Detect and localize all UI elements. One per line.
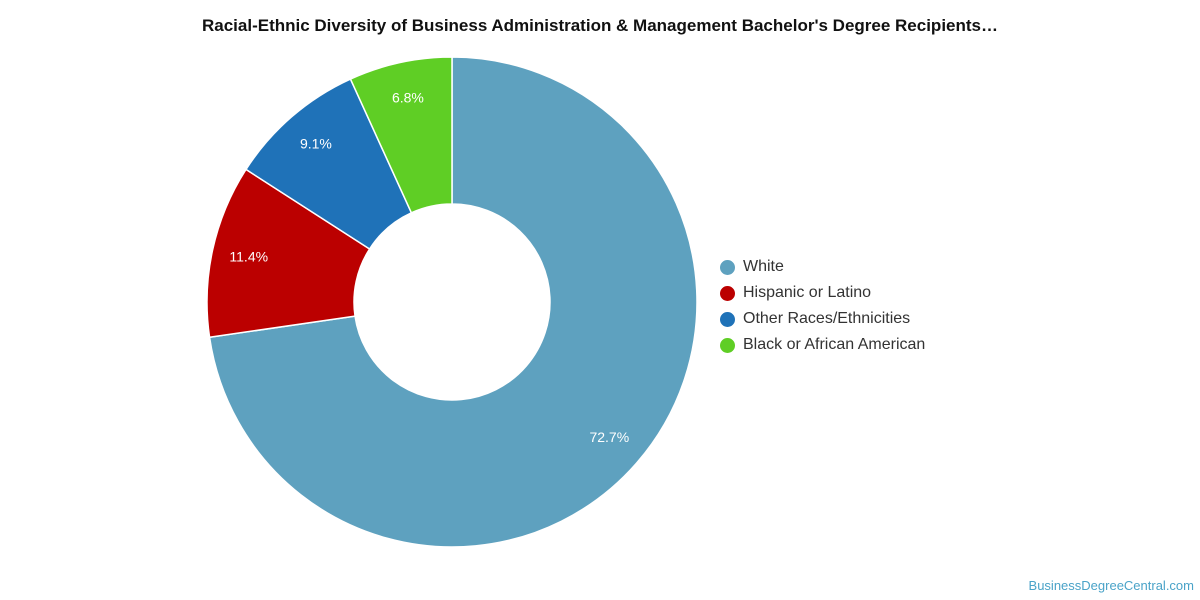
slice-hispanic-or-latino[interactable] [206,168,371,339]
slice-white[interactable] [208,56,698,548]
legend: White Hispanic or Latino Other Races/Eth… [720,254,925,358]
data-label-black-or-african-american: 6.8% [392,89,424,105]
legend-label-white: White [743,258,784,275]
legend-label-other-races: Other Races/Ethnicities [743,310,911,327]
data-label-white: 72.7% [589,429,629,445]
legend-item-white[interactable]: White [720,254,925,280]
legend-swatch-hispanic-or-latino [720,285,735,301]
legend-item-hispanic-or-latino[interactable]: Hispanic or Latino [720,280,925,306]
legend-item-black-or-african-american[interactable]: Black or African American [720,332,925,358]
source-credit-link[interactable]: BusinessDegreeCentral.com [1028,578,1194,593]
legend-label-black-or-african-american: Black or African American [743,336,926,353]
legend-swatch-other-races [720,311,735,327]
slice-black-or-african-american[interactable] [349,56,453,214]
legend-item-other-races[interactable]: Other Races/Ethnicities [720,306,925,332]
legend-label-hispanic-or-latino: Hispanic or Latino [743,284,872,301]
data-label-other-races-ethnicities: 9.1% [300,135,332,151]
chart-title: Racial-Ethnic Diversity of Business Admi… [201,16,998,35]
legend-swatch-white [720,259,735,275]
data-label-hispanic-or-latino: 11.4% [229,249,268,265]
legend-swatch-black-or-african-american [720,337,735,353]
